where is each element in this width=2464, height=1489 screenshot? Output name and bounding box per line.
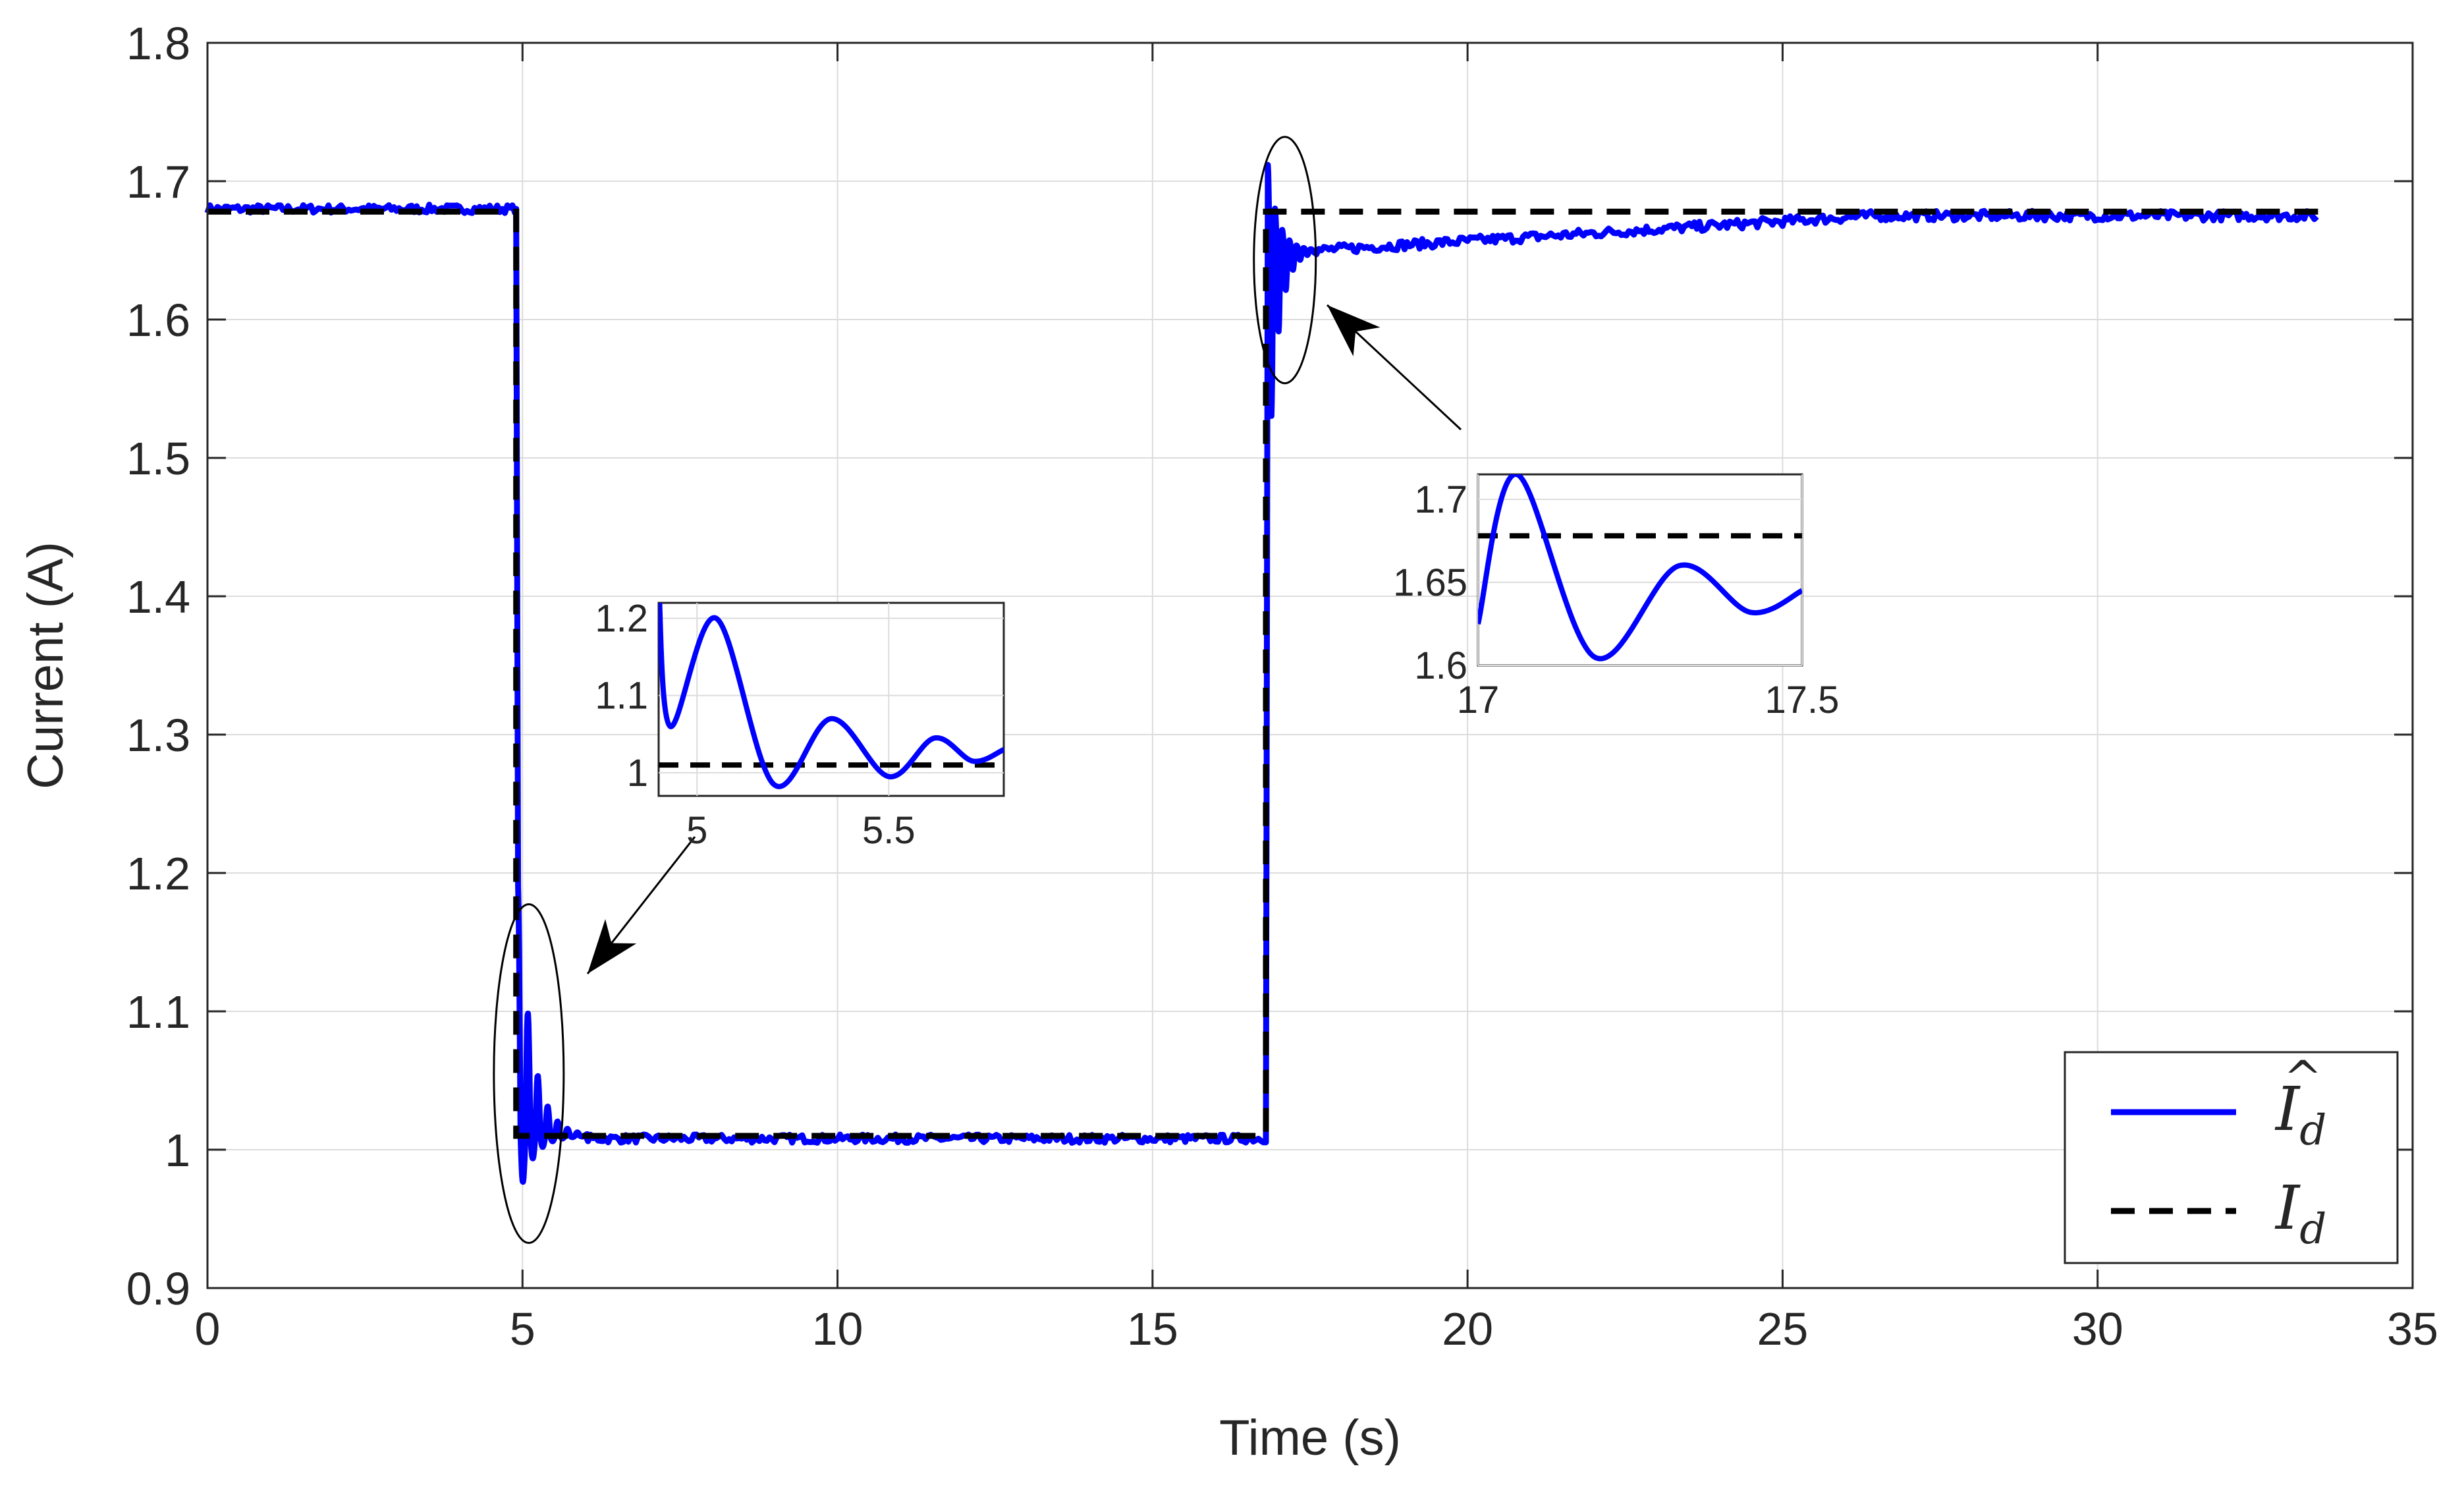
x-axis-label: Time (s): [1219, 1410, 1401, 1466]
series-reference-line: [207, 208, 2318, 1139]
zoom-arrow-head: [588, 919, 637, 974]
zoom-ellipse: [493, 903, 565, 1244]
x-tick-label: 10: [812, 1303, 863, 1355]
x-tick-label: 30: [2072, 1303, 2123, 1355]
inset-y-tick-label: 1.7: [1414, 478, 1467, 521]
inset-estimate-line: [1478, 474, 1802, 661]
inset-x-tick-label: 17.5: [1765, 679, 1840, 721]
y-tick-label: 1: [165, 1125, 190, 1176]
zoom-ellipse: [1253, 136, 1317, 385]
x-tick-label: 35: [2387, 1303, 2438, 1355]
legend-label-reference: Id: [2274, 1173, 2326, 1254]
y-tick-label: 0.9: [126, 1263, 190, 1314]
inset-frame: [1477, 473, 1803, 667]
y-tick-label: 1.7: [126, 156, 190, 208]
legend: Id ^ Id: [2064, 1051, 2399, 1264]
y-tick-label: 1.6: [126, 295, 190, 346]
y-tick-label: 1.5: [126, 433, 190, 484]
x-tick-label: 15: [1127, 1303, 1178, 1355]
x-tick-label: 25: [1757, 1303, 1808, 1355]
inset-x-tick-label: 17: [1457, 679, 1500, 721]
legend-label-estimate: Id: [2274, 1074, 2326, 1155]
legend-box: [2064, 1051, 2399, 1264]
inset-1: 5 5.5 1 1.1 1.2: [595, 597, 1005, 852]
y-tick-label: 1.4: [126, 571, 190, 623]
main-axes-frame: [206, 42, 2414, 1289]
x-tick-label: 20: [1442, 1303, 1493, 1355]
inset-estimate-line: [659, 603, 1004, 789]
main-plot-lines: [204, 161, 2319, 1185]
inset-2: 17 17.5 1.6 1.65 1.7: [1393, 473, 1840, 721]
inset-y-tick-label: 1.65: [1393, 561, 1467, 604]
legend-hat-glyph: ^: [2284, 1051, 2322, 1105]
y-tick-label: 1.8: [126, 18, 190, 69]
main-ticks: 0 5 10 15 20 25 30 350.911.11.21.31.41.51.61.71…: [126, 18, 2438, 1355]
inset-y-tick-label: 1.1: [595, 675, 648, 717]
insets: 5 5.5 1 1.1 1.2 17 17.5 1.6 1.65 1.7: [595, 473, 1840, 852]
inset-y-tick-label: 1.2: [595, 597, 648, 640]
inset-x-tick-label: 5.5: [862, 809, 916, 852]
zoom-arrow-head: [1327, 305, 1381, 356]
zoom-annotations: [493, 136, 1462, 1244]
inset-y-tick-label: 1.6: [1414, 644, 1467, 687]
y-tick-label: 1.2: [126, 848, 190, 899]
main-grid: [207, 43, 2413, 1288]
y-tick-label: 1.1: [126, 986, 190, 1038]
x-tick-label: 5: [510, 1303, 535, 1355]
x-tick-label: 0: [195, 1303, 221, 1355]
y-axis-label: Current (A): [18, 542, 74, 789]
inset-x-tick-label: 5: [686, 809, 707, 852]
inset-y-tick-label: 1: [627, 752, 648, 795]
y-tick-label: 1.3: [126, 710, 190, 761]
